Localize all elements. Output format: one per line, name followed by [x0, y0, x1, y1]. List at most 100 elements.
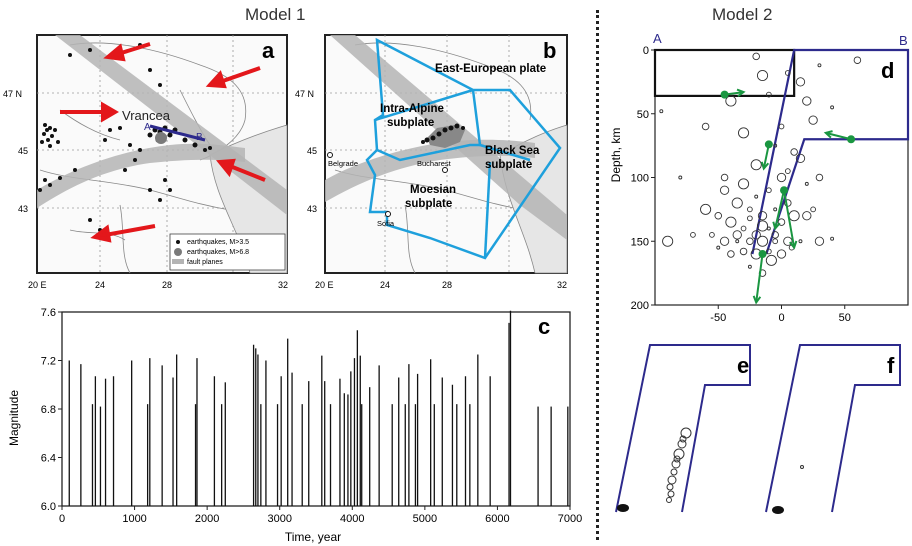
d-quake-point	[772, 238, 779, 245]
d-ytick-label: 100	[631, 173, 649, 185]
panel-c-label: c	[538, 314, 550, 339]
d-quake-point	[817, 63, 822, 68]
d-quake-point	[716, 245, 721, 250]
panel-d-label: d	[881, 58, 894, 83]
d-xtick-label: -50	[710, 312, 726, 324]
d-quake-point	[798, 239, 803, 244]
b-lat-43: 43	[307, 204, 317, 214]
city-sofia: Sofia	[377, 219, 395, 228]
d-ytick-label: 50	[637, 109, 649, 121]
profile-b-label: B	[196, 132, 203, 143]
d-ytick-label: 200	[631, 300, 649, 312]
d-quake-point	[777, 218, 786, 226]
d-arrow-lower-left-head	[772, 221, 781, 231]
d-quake-point	[784, 70, 791, 76]
d-quake-point	[739, 247, 748, 256]
d-quake-point	[750, 159, 762, 171]
d-quake-point	[773, 207, 778, 212]
d-xtick-label: 50	[839, 312, 851, 324]
d-quake-point	[766, 187, 772, 194]
d-quake-point	[747, 206, 753, 213]
a-lon-28: 28	[162, 280, 172, 290]
d-quake-point	[756, 220, 769, 232]
city-belgrade: Belgrade	[328, 159, 358, 168]
c-xtick-label: 7000	[558, 513, 582, 525]
c-ytick-label: 6.0	[41, 501, 56, 513]
c-xtick-label: 2000	[195, 513, 219, 525]
d-quake-point	[725, 95, 737, 107]
c-xtick-label: 6000	[485, 513, 509, 525]
d-quake-point	[788, 210, 800, 222]
panel-f-label: f	[887, 353, 895, 378]
a-lon-32: 32	[278, 280, 288, 290]
model-divider	[596, 10, 599, 540]
d-arrow-lower-left	[774, 190, 786, 229]
panel-a-label: a	[262, 38, 275, 63]
d-quake-point	[795, 77, 806, 87]
d-quake-point	[737, 178, 750, 190]
b-lon-28: 28	[442, 280, 452, 290]
d-quake-point	[727, 250, 735, 258]
panel-e-diagram: e	[615, 344, 751, 513]
d-quake-point	[795, 153, 806, 164]
d-quake-point	[771, 231, 779, 239]
d-arrow-lower-right	[783, 190, 796, 248]
d-arrow-mid-head	[760, 161, 770, 171]
legend-small-quakes: earthquakes, M>3.5	[187, 239, 249, 246]
d-quake-point	[756, 69, 769, 82]
d-quake-point	[808, 115, 818, 125]
d-quake-point	[732, 230, 742, 240]
d-quake-point	[757, 211, 768, 221]
d-quake-point	[725, 216, 737, 228]
c-xtick-label: 5000	[413, 513, 437, 525]
plate-intra-alpine-1: Intra-Alpine	[380, 103, 444, 115]
a-lat-43: 43	[18, 204, 28, 214]
d-arrow-right	[825, 131, 852, 141]
c-xtick-label: 3000	[267, 513, 291, 525]
d-quake-point	[776, 249, 787, 259]
d-green-dot	[758, 250, 767, 258]
d-quake-point	[814, 236, 825, 246]
c-xtick-label: 4000	[340, 513, 364, 525]
d-quake-point	[830, 236, 835, 241]
panel-f-diagram: f	[765, 344, 901, 514]
plate-black-sea-2: subplate	[485, 159, 532, 171]
d-slab-outline	[751, 48, 910, 255]
d-quake-point	[731, 197, 743, 209]
fault-plane-2	[37, 143, 245, 208]
a-lon-24: 24	[95, 280, 105, 290]
d-quake-point	[700, 203, 712, 215]
d-quake-point	[830, 105, 835, 110]
d-green-dot	[847, 135, 856, 144]
c-ytick-label: 7.2	[41, 356, 56, 368]
d-quake-point	[746, 237, 754, 245]
d-corner-b: B	[899, 33, 908, 48]
legend-fault-planes: fault planes	[187, 259, 223, 266]
d-quake-point	[853, 56, 862, 64]
d-plot-frame	[654, 49, 909, 306]
d-quake-point	[720, 173, 729, 182]
d-corner-a: A	[653, 31, 662, 46]
c-ytick-label: 6.4	[41, 453, 56, 465]
model2-title: Model 2	[712, 5, 773, 24]
plate-intra-alpine-2: subplate	[387, 117, 434, 129]
d-quake-point	[776, 172, 787, 183]
d-arrow-lower-right-head	[788, 240, 798, 250]
d-arrow-bottom-head	[752, 295, 762, 305]
d-arrow-right-head	[823, 130, 833, 139]
d-quake-point	[747, 264, 752, 269]
legend-large-quakes: earthquakes, M>6.8	[187, 249, 249, 256]
d-quake-point	[752, 52, 760, 61]
b-lon-32: 32	[557, 280, 567, 290]
c-ytick-label: 6.8	[41, 404, 56, 416]
d-quake-point	[802, 211, 812, 221]
d-quake-point	[766, 91, 772, 98]
panel-d-chart: Depth, km A B d -50 0 50 0 50 100 150 200	[609, 31, 910, 324]
d-quake-point	[678, 175, 683, 180]
d-quake-point	[747, 215, 753, 222]
panel-b-label: b	[543, 38, 556, 63]
d-quake-point	[754, 194, 759, 199]
d-ytick-label: 0	[643, 45, 649, 57]
a-lon-20: 20 E	[28, 280, 47, 290]
d-arrow-upper	[724, 91, 744, 96]
